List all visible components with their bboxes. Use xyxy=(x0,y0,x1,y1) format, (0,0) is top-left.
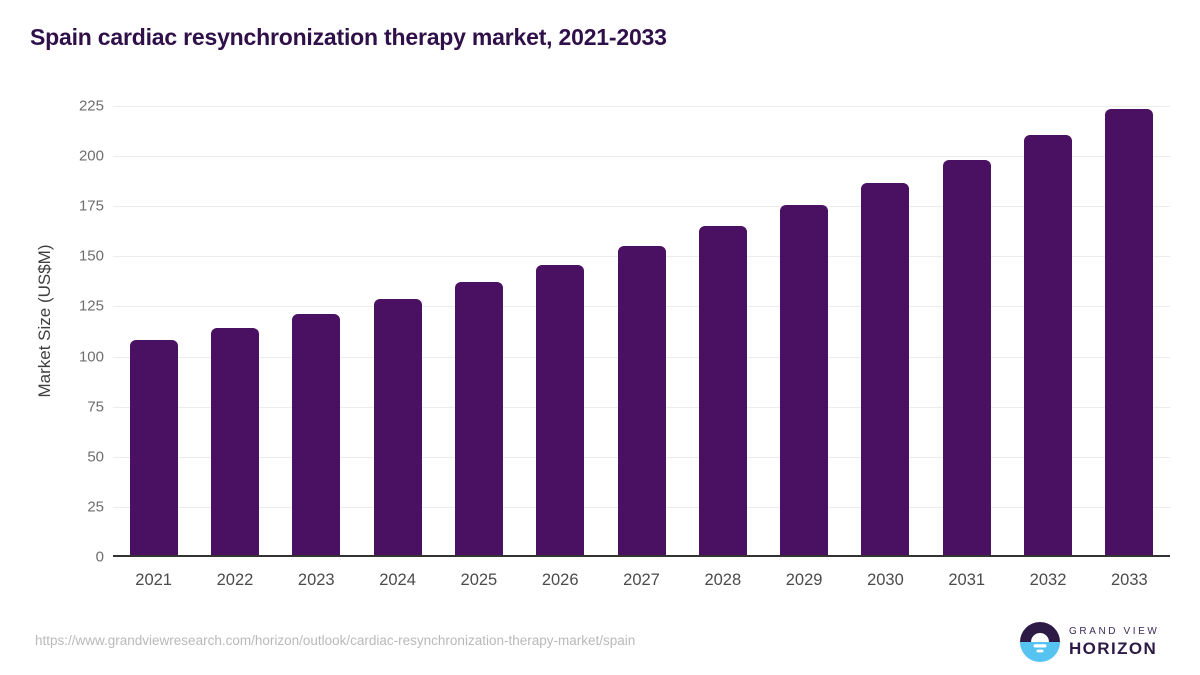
x-tick-label-2024: 2024 xyxy=(379,571,416,589)
plot-area: 0 25 50 75 100 125 150 175 200 225 2021 2022 2023 202… xyxy=(79,98,1170,589)
y-axis-title: Market Size (US$M) xyxy=(35,244,54,398)
x-tick-label-2033: 2033 xyxy=(1110,571,1148,589)
x-tick-label-2022: 2022 xyxy=(216,571,254,589)
y-tick-label-225: 225 xyxy=(78,97,104,115)
bar-2033 xyxy=(1105,109,1154,555)
x-tick-label-2027: 2027 xyxy=(623,571,660,589)
x-tick-label-2026: 2026 xyxy=(541,571,579,589)
x-tick-label-2025: 2025 xyxy=(460,571,498,589)
y-tick-label-125: 125 xyxy=(78,297,104,315)
bar-2024 xyxy=(373,299,422,555)
x-tick-label-2021: 2021 xyxy=(135,571,172,589)
y-tick-label-25: 25 xyxy=(87,498,104,516)
x-tick-label-2030: 2030 xyxy=(867,571,904,589)
y-tick-label-100: 100 xyxy=(78,348,104,366)
x-tick-label-2029: 2029 xyxy=(785,571,823,589)
y-tick-label-0: 0 xyxy=(95,548,104,566)
bar-2027 xyxy=(617,246,666,555)
bar-2029 xyxy=(780,205,829,555)
bar-2026 xyxy=(536,265,585,555)
y-tick-label-175: 175 xyxy=(78,197,104,215)
gridline xyxy=(113,106,1170,107)
x-tick-label-2023: 2023 xyxy=(297,571,335,589)
y-tick-label-75: 75 xyxy=(87,398,104,416)
gridline xyxy=(113,206,1170,208)
x-tick-label-2031: 2031 xyxy=(948,571,986,589)
logo-brand-bottom: HORIZON xyxy=(1069,638,1158,658)
x-tick-label-2028: 2028 xyxy=(704,571,742,589)
gridline xyxy=(113,156,1170,158)
bar-2021 xyxy=(129,339,178,555)
bar-2032 xyxy=(1024,135,1073,555)
y-tick-label-200: 200 xyxy=(78,147,104,165)
bar-2031 xyxy=(942,160,991,555)
bar-2028 xyxy=(698,226,747,555)
horizon-logo-icon xyxy=(1020,622,1060,662)
y-tick-label-50: 50 xyxy=(87,448,104,466)
y-tick-label-150: 150 xyxy=(78,247,104,265)
logo-brand-top: GRAND VIEW xyxy=(1069,625,1160,637)
bar-2030 xyxy=(861,183,910,555)
bar-2025 xyxy=(454,282,503,555)
x-tick-label-2032: 2032 xyxy=(1029,571,1067,589)
chart-title: Spain cardiac resynchronization therapy … xyxy=(30,24,667,50)
source-url: https://www.grandviewresearch.com/horizo… xyxy=(35,633,636,648)
bar-2023 xyxy=(292,314,341,555)
brand-logo: GRAND VIEW HORIZON xyxy=(1020,622,1159,662)
bar-2022 xyxy=(210,327,259,555)
